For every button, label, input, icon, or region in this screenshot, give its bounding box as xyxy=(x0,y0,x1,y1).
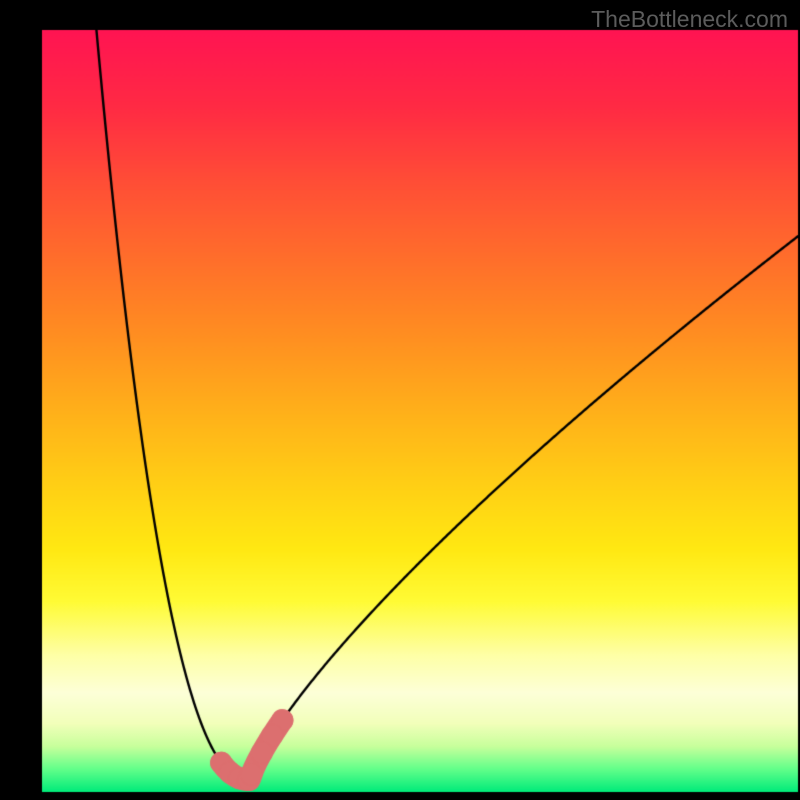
bottleneck-chart-canvas xyxy=(0,0,800,800)
watermark-label: TheBottleneck.com xyxy=(591,6,788,33)
chart-container: TheBottleneck.com xyxy=(0,0,800,800)
